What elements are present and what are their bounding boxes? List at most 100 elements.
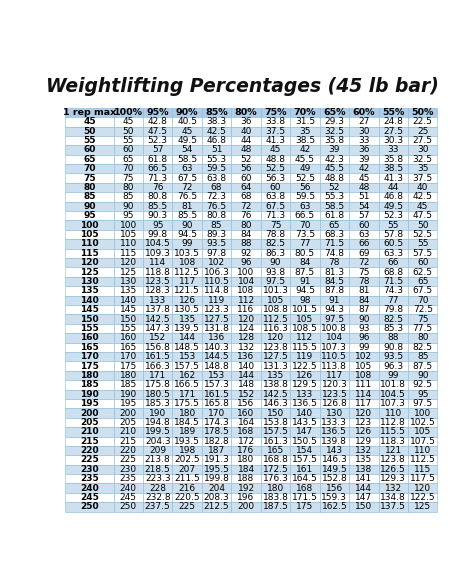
Text: 45.5: 45.5 bbox=[295, 155, 315, 164]
FancyBboxPatch shape bbox=[65, 146, 113, 155]
FancyBboxPatch shape bbox=[113, 493, 143, 503]
Text: 69: 69 bbox=[358, 249, 370, 258]
FancyBboxPatch shape bbox=[319, 202, 349, 211]
FancyBboxPatch shape bbox=[173, 446, 202, 455]
Text: 93: 93 bbox=[358, 324, 370, 333]
FancyBboxPatch shape bbox=[261, 380, 290, 390]
Text: 50: 50 bbox=[83, 127, 96, 136]
FancyBboxPatch shape bbox=[65, 324, 113, 333]
Text: 80%: 80% bbox=[235, 108, 257, 117]
Text: 153: 153 bbox=[208, 371, 225, 380]
Text: 150: 150 bbox=[119, 315, 137, 324]
FancyBboxPatch shape bbox=[202, 399, 231, 408]
Text: 132: 132 bbox=[385, 484, 402, 493]
Text: 187.5: 187.5 bbox=[263, 503, 288, 512]
FancyBboxPatch shape bbox=[261, 155, 290, 164]
FancyBboxPatch shape bbox=[231, 503, 261, 512]
FancyBboxPatch shape bbox=[408, 183, 438, 192]
Text: 120: 120 bbox=[237, 315, 255, 324]
Text: 145: 145 bbox=[119, 305, 137, 314]
FancyBboxPatch shape bbox=[379, 418, 408, 427]
FancyBboxPatch shape bbox=[290, 221, 319, 230]
FancyBboxPatch shape bbox=[231, 286, 261, 296]
Text: 77.5: 77.5 bbox=[413, 324, 433, 333]
Text: 180: 180 bbox=[119, 371, 137, 380]
FancyBboxPatch shape bbox=[319, 437, 349, 446]
FancyBboxPatch shape bbox=[231, 446, 261, 455]
Text: 37.5: 37.5 bbox=[265, 127, 285, 136]
Text: 170: 170 bbox=[208, 408, 225, 417]
FancyBboxPatch shape bbox=[113, 202, 143, 211]
FancyBboxPatch shape bbox=[202, 155, 231, 164]
FancyBboxPatch shape bbox=[143, 108, 173, 117]
Text: 136.5: 136.5 bbox=[292, 399, 318, 408]
Text: 84: 84 bbox=[358, 296, 370, 305]
FancyBboxPatch shape bbox=[290, 455, 319, 465]
Text: 156: 156 bbox=[326, 484, 343, 493]
Text: 208.3: 208.3 bbox=[204, 493, 229, 502]
FancyBboxPatch shape bbox=[173, 314, 202, 324]
FancyBboxPatch shape bbox=[173, 371, 202, 380]
FancyBboxPatch shape bbox=[173, 155, 202, 164]
Text: 100.8: 100.8 bbox=[321, 324, 347, 333]
Text: 148: 148 bbox=[237, 380, 255, 389]
Text: 145: 145 bbox=[80, 305, 99, 314]
Text: 108: 108 bbox=[179, 258, 196, 267]
Text: 82.5: 82.5 bbox=[383, 315, 403, 324]
FancyBboxPatch shape bbox=[319, 390, 349, 399]
FancyBboxPatch shape bbox=[143, 390, 173, 399]
FancyBboxPatch shape bbox=[173, 174, 202, 183]
FancyBboxPatch shape bbox=[379, 465, 408, 474]
Text: 225: 225 bbox=[80, 456, 99, 465]
FancyBboxPatch shape bbox=[231, 221, 261, 230]
FancyBboxPatch shape bbox=[349, 174, 379, 183]
FancyBboxPatch shape bbox=[143, 258, 173, 267]
Text: 55.3: 55.3 bbox=[207, 155, 227, 164]
Text: 42.5: 42.5 bbox=[207, 127, 227, 136]
FancyBboxPatch shape bbox=[231, 202, 261, 211]
Text: 72: 72 bbox=[182, 183, 193, 192]
Text: 52.5: 52.5 bbox=[413, 230, 433, 239]
FancyBboxPatch shape bbox=[408, 239, 438, 249]
Text: 160: 160 bbox=[80, 333, 99, 342]
Text: 117.5: 117.5 bbox=[410, 474, 436, 483]
Text: 142.5: 142.5 bbox=[263, 390, 288, 399]
FancyBboxPatch shape bbox=[290, 258, 319, 267]
FancyBboxPatch shape bbox=[349, 239, 379, 249]
Text: 129.5: 129.5 bbox=[292, 380, 318, 389]
FancyBboxPatch shape bbox=[231, 399, 261, 408]
Text: 64: 64 bbox=[240, 183, 252, 192]
Text: 159.3: 159.3 bbox=[321, 493, 347, 502]
FancyBboxPatch shape bbox=[231, 267, 261, 277]
FancyBboxPatch shape bbox=[231, 117, 261, 126]
FancyBboxPatch shape bbox=[408, 136, 438, 146]
Text: 50%: 50% bbox=[411, 108, 434, 117]
FancyBboxPatch shape bbox=[113, 183, 143, 192]
FancyBboxPatch shape bbox=[349, 418, 379, 427]
Text: 207: 207 bbox=[179, 465, 196, 474]
Text: 100%: 100% bbox=[114, 108, 143, 117]
Text: 127.5: 127.5 bbox=[263, 352, 288, 361]
Text: 185: 185 bbox=[80, 380, 99, 389]
Text: 74.3: 74.3 bbox=[383, 287, 403, 296]
FancyBboxPatch shape bbox=[290, 493, 319, 503]
FancyBboxPatch shape bbox=[379, 305, 408, 314]
Text: 45.5: 45.5 bbox=[324, 164, 345, 173]
Text: 152.8: 152.8 bbox=[321, 474, 347, 483]
FancyBboxPatch shape bbox=[113, 333, 143, 342]
FancyBboxPatch shape bbox=[65, 390, 113, 399]
FancyBboxPatch shape bbox=[65, 164, 113, 174]
FancyBboxPatch shape bbox=[261, 427, 290, 437]
Text: 42.8: 42.8 bbox=[148, 117, 168, 126]
FancyBboxPatch shape bbox=[202, 296, 231, 305]
FancyBboxPatch shape bbox=[143, 324, 173, 333]
FancyBboxPatch shape bbox=[290, 418, 319, 427]
FancyBboxPatch shape bbox=[408, 342, 438, 352]
Text: 87.5: 87.5 bbox=[413, 362, 433, 371]
FancyBboxPatch shape bbox=[408, 418, 438, 427]
Text: 195: 195 bbox=[119, 399, 137, 408]
Text: 123: 123 bbox=[355, 418, 373, 427]
FancyBboxPatch shape bbox=[408, 164, 438, 174]
Text: 66: 66 bbox=[388, 258, 399, 267]
Text: 196: 196 bbox=[237, 493, 255, 502]
